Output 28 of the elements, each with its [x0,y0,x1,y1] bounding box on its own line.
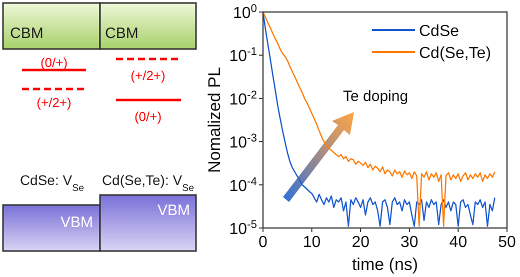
x-tick-label: 30 [400,234,418,251]
text: Cd(Se,Te): V$_{Se}$ [102,172,195,194]
y-tick-label: 10$^{0}$ [232,3,257,22]
line-series [263,11,496,227]
x-tick-label: 0 [258,234,268,251]
x-tick-label: 10 [302,234,321,251]
legend-label: CdSe [419,23,460,40]
y-tick-label: 10$^{-5}$ [229,219,257,238]
y-axis-title: Nomalized PL [205,67,224,173]
text: CBM [10,25,44,42]
y-tick-label: 10$^{-2}$ [229,89,257,108]
y-tick-label: 10$^{-1}$ [229,46,257,66]
y-tick-label: 10$^{-4}$ [229,176,257,195]
text: VBM [60,214,93,231]
x-tick-label: 40 [449,234,468,251]
text: CBM [105,25,138,42]
text: (0/+) [40,55,68,70]
text: (+/2+) [130,68,166,83]
text: VBM [157,202,190,219]
legend-label: Cd(Se,Te) [419,45,492,62]
y-tick-label: 10$^{-3}$ [229,132,257,152]
annotation: Te doping [343,88,408,105]
text: (+/2+) [36,95,72,110]
x-tick-label: 20 [352,234,370,251]
x-tick-label: 50 [498,234,516,251]
text: (0/+) [134,109,162,124]
text: CdSe: V$_{Se}$ [20,172,85,194]
x-axis-title: time (ns) [352,255,418,274]
